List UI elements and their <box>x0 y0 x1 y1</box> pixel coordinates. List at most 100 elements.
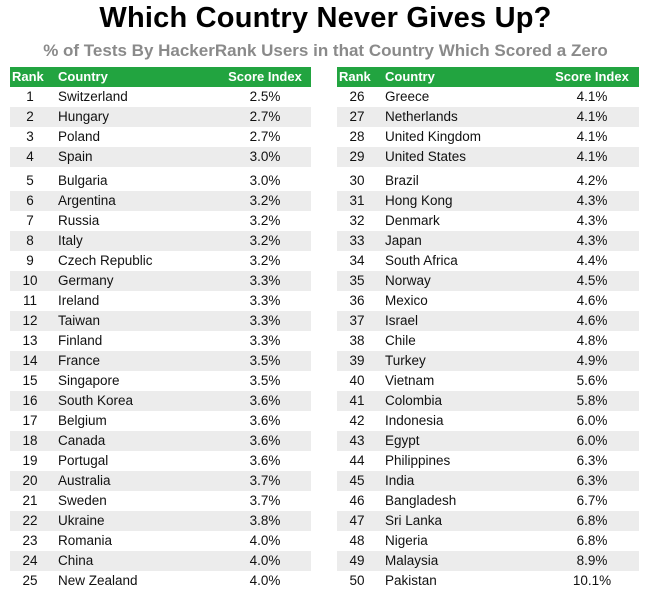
rank-cell: 29 <box>349 149 365 164</box>
table-row: 2 Hungary 2.7% <box>10 107 311 127</box>
score-index-cell: 4.6% <box>576 293 608 308</box>
score-index-cell: 3.3% <box>249 293 281 308</box>
score-index-cell: 4.8% <box>576 333 608 348</box>
table-row: 44 Philippines 6.3% <box>337 451 639 471</box>
score-index-cell: 3.6% <box>249 393 281 408</box>
table-row: 31 Hong Kong 4.3% <box>337 191 639 211</box>
table-row: 18 Canada 3.6% <box>10 431 311 451</box>
table-row: 15 Singapore 3.5% <box>10 371 311 391</box>
table-row: 24 China 4.0% <box>10 551 311 571</box>
country-cell: Pakistan <box>385 573 437 588</box>
score-index-cell: 4.2% <box>576 173 608 188</box>
rank-cell: 2 <box>26 109 34 124</box>
table-row: 19 Portugal 3.6% <box>10 451 311 471</box>
table-row: 48 Nigeria 6.8% <box>337 531 639 551</box>
country-cell: Argentina <box>58 193 116 208</box>
table-row: 40 Vietnam 5.6% <box>337 371 639 391</box>
rank-cell: 23 <box>22 533 38 548</box>
score-index-cell: 3.7% <box>249 473 281 488</box>
score-index-cell: 4.1% <box>576 129 608 144</box>
table-row: 29 United States 4.1% <box>337 147 639 167</box>
rank-cell: 49 <box>349 553 365 568</box>
table-row: 10 Germany 3.3% <box>10 271 311 291</box>
country-cell: Hong Kong <box>385 193 453 208</box>
table-row: 12 Taiwan 3.3% <box>10 311 311 331</box>
table-row: 25 New Zealand 4.0% <box>10 571 311 591</box>
header-rank: Rank <box>12 69 44 84</box>
country-cell: Singapore <box>58 373 120 388</box>
header-rank: Rank <box>339 69 371 84</box>
table-row: 38 Chile 4.8% <box>337 331 639 351</box>
country-cell: China <box>58 553 94 568</box>
header-score-index: Score Index <box>228 69 302 84</box>
table-row: 23 Romania 4.0% <box>10 531 311 551</box>
rank-cell: 6 <box>26 193 34 208</box>
country-cell: Ukraine <box>58 513 105 528</box>
table-right: Rank Country Score Index 26 Greece 4.1% 27 N… <box>337 67 639 591</box>
rank-cell: 47 <box>349 513 365 528</box>
country-cell: United States <box>385 149 467 164</box>
rank-cell: 38 <box>349 333 365 348</box>
score-index-cell: 4.1% <box>576 109 608 124</box>
country-cell: Spain <box>58 149 93 164</box>
country-cell: Australia <box>58 473 111 488</box>
score-index-cell: 3.2% <box>249 233 281 248</box>
rank-cell: 48 <box>349 533 365 548</box>
rank-cell: 14 <box>22 353 38 368</box>
score-index-cell: 4.4% <box>576 253 608 268</box>
table-row: 41 Colombia 5.8% <box>337 391 639 411</box>
table-row: 11 Ireland 3.3% <box>10 291 311 311</box>
table-row: 22 Ukraine 3.8% <box>10 511 311 531</box>
country-cell: New Zealand <box>58 573 138 588</box>
rank-cell: 42 <box>349 413 365 428</box>
score-index-cell: 3.6% <box>249 433 281 448</box>
score-index-cell: 3.3% <box>249 273 281 288</box>
country-cell: Brazil <box>385 173 419 188</box>
country-cell: Bangladesh <box>385 493 457 508</box>
score-index-cell: 6.8% <box>576 533 608 548</box>
table-body-right: 26 Greece 4.1% 27 Netherlands 4.1% 28 United Ki… <box>337 87 639 591</box>
score-index-cell: 6.0% <box>576 433 608 448</box>
country-cell: Egypt <box>385 433 420 448</box>
country-cell: Portugal <box>58 453 109 468</box>
score-index-cell: 2.5% <box>249 89 281 104</box>
country-cell: Hungary <box>58 109 110 124</box>
country-cell: Colombia <box>385 393 443 408</box>
table-row: 43 Egypt 6.0% <box>337 431 639 451</box>
rank-cell: 18 <box>22 433 38 448</box>
country-cell: Philippines <box>385 453 451 468</box>
score-index-cell: 4.5% <box>576 273 608 288</box>
rank-cell: 37 <box>349 313 365 328</box>
rank-cell: 32 <box>349 213 365 228</box>
header-country: Country <box>58 69 108 84</box>
table-row: 3 Poland 2.7% <box>10 127 311 147</box>
table-row: 34 South Africa 4.4% <box>337 251 639 271</box>
country-cell: Nigeria <box>385 533 428 548</box>
country-cell: Sri Lanka <box>385 513 443 528</box>
country-cell: South Africa <box>385 253 458 268</box>
score-index-cell: 4.1% <box>576 89 608 104</box>
page-subtitle: % of Tests By HackerRank Users in that C… <box>43 41 608 60</box>
score-index-cell: 3.8% <box>249 513 281 528</box>
score-index-cell: 3.6% <box>249 413 281 428</box>
score-index-cell: 3.0% <box>249 149 281 164</box>
score-index-cell: 3.3% <box>249 313 281 328</box>
score-index-cell: 3.2% <box>249 193 281 208</box>
score-index-cell: 3.7% <box>249 493 281 508</box>
score-index-cell: 6.3% <box>576 473 608 488</box>
rank-cell: 12 <box>22 313 38 328</box>
country-cell: Turkey <box>385 353 426 368</box>
country-cell: Mexico <box>385 293 428 308</box>
table-header: Rank Country Score Index <box>10 67 311 87</box>
rank-cell: 34 <box>349 253 365 268</box>
rank-cell: 8 <box>26 233 34 248</box>
score-index-cell: 3.3% <box>249 333 281 348</box>
score-index-cell: 10.1% <box>572 573 612 588</box>
country-cell: Germany <box>58 273 114 288</box>
country-cell: United Kingdom <box>385 129 482 144</box>
rank-cell: 28 <box>349 129 365 144</box>
table-row: 4 Spain 3.0% <box>10 147 311 167</box>
table-header: Rank Country Score Index <box>337 67 639 87</box>
country-cell: Greece <box>385 89 430 104</box>
rank-cell: 35 <box>349 273 365 288</box>
